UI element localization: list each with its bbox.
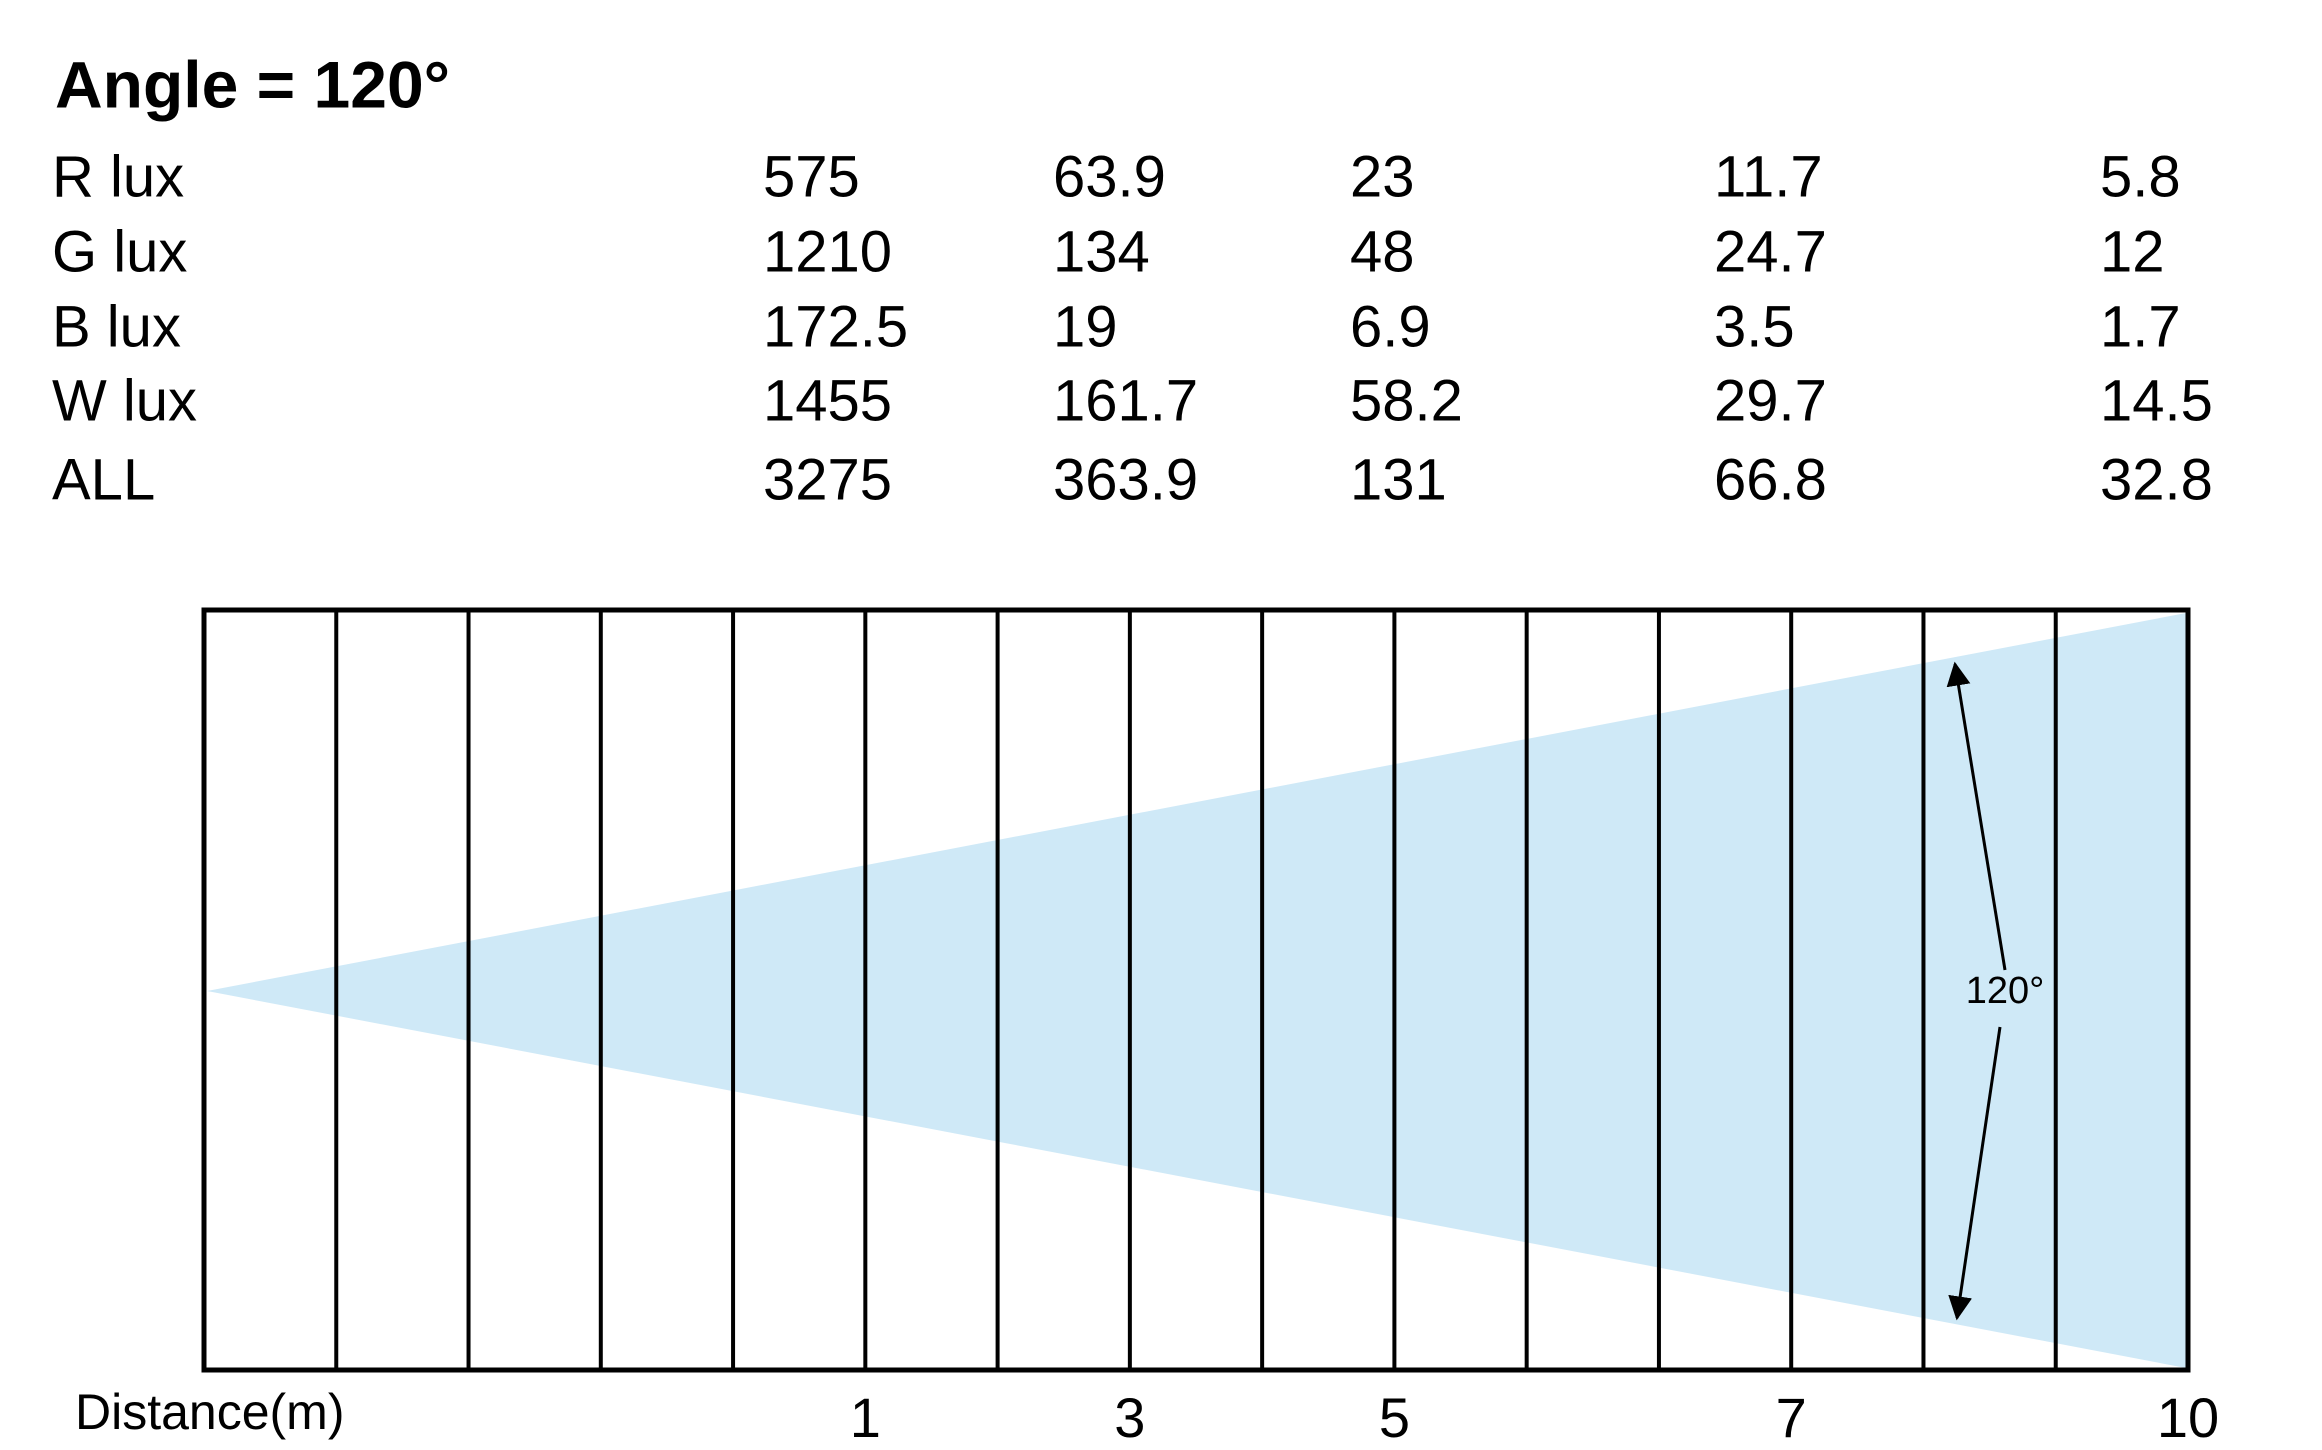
table-cell: 5.8	[2100, 144, 2181, 209]
angle-label: 120°	[1966, 970, 2045, 1012]
table-cell: 12	[2100, 219, 2165, 284]
row-label: R lux	[52, 144, 184, 209]
table-cell: 575	[763, 144, 860, 209]
table-cell: 24.7	[1714, 219, 1827, 284]
distance-ticks: 1 3 5 7 10	[850, 1386, 2219, 1449]
frame	[201, 607, 2191, 1373]
table-cell: 1210	[763, 219, 892, 284]
table-cell: 14.5	[2100, 368, 2213, 433]
table-cell: 32.8	[2100, 447, 2213, 512]
row-label: B lux	[52, 294, 181, 359]
beam-cone	[207, 613, 2186, 1368]
row-label: G lux	[52, 219, 187, 284]
distance-label: Distance(m)	[75, 1384, 344, 1440]
distance-tick-label: 10	[2157, 1386, 2219, 1449]
angle-arrow	[1948, 1026, 2002, 1321]
distance-tick-label: 5	[1379, 1386, 1410, 1449]
table-cell: 29.7	[1714, 368, 1827, 433]
grid	[334, 610, 2058, 1370]
table-cell: 23	[1350, 144, 1415, 209]
table-cell: 3.5	[1714, 294, 1795, 359]
table-cell: 1455	[763, 368, 892, 433]
table-cell: 19	[1053, 294, 1118, 359]
distance-tick-label: 3	[1114, 1386, 1145, 1449]
table-cell: 11.7	[1714, 144, 1823, 209]
table-cell: 66.8	[1714, 447, 1827, 512]
table-cell: 161.7	[1053, 368, 1198, 433]
table-cell: 172.5	[763, 294, 908, 359]
table-cell: 48	[1350, 219, 1415, 284]
row-label: ALL	[52, 447, 155, 512]
table-cell: 131	[1350, 447, 1447, 512]
table-cell: 58.2	[1350, 368, 1463, 433]
row-label: W lux	[52, 368, 197, 433]
table-cell: 363.9	[1053, 447, 1198, 512]
distance-tick-label: 1	[850, 1386, 881, 1449]
angle-arrow	[1946, 661, 2007, 971]
table-cell: 6.9	[1350, 294, 1431, 359]
table-cell: 3275	[763, 447, 892, 512]
table-cell: 134	[1053, 219, 1150, 284]
table-cell: 1.7	[2100, 294, 2181, 359]
table-cell: 63.9	[1053, 144, 1166, 209]
distance-tick-label: 7	[1776, 1386, 1807, 1449]
table: R lux 575 63.9 23 11.7 5.8 G lux 1210 134 48 24.7 1…	[52, 144, 2213, 512]
title: Angle = 120°	[55, 47, 450, 121]
